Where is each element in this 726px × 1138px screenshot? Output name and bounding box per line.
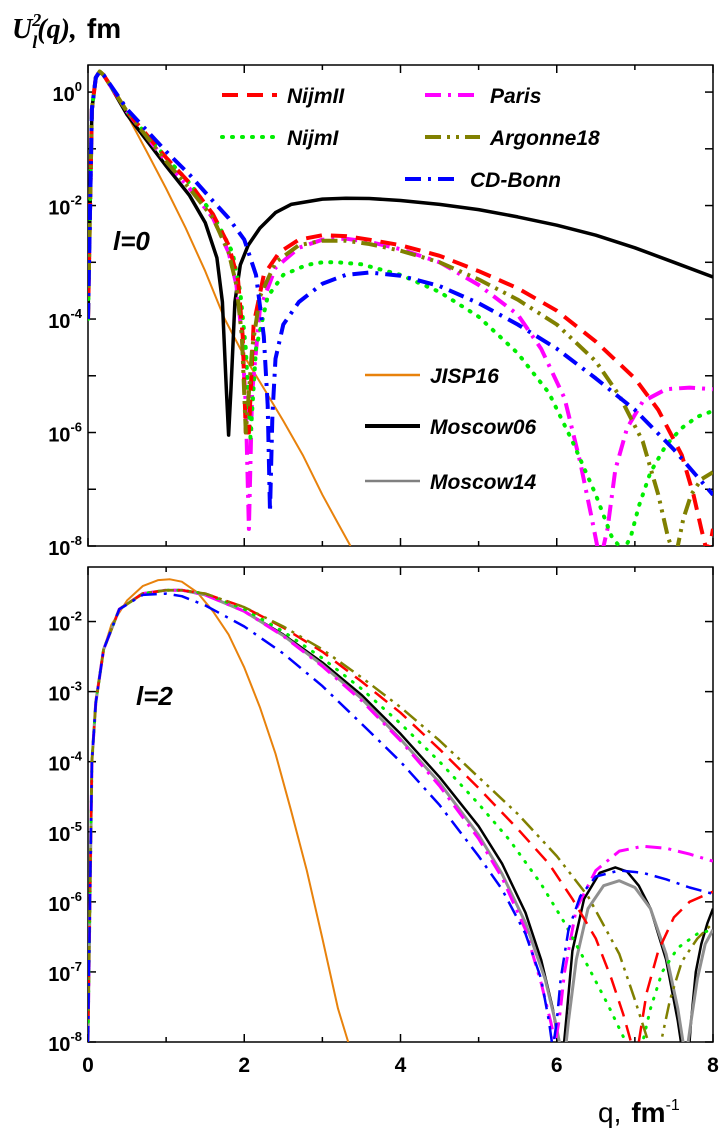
series-nijmi-line (88, 588, 713, 1042)
y-tick-label: 100 (53, 79, 82, 106)
y-tick-label: 10-7 (48, 959, 82, 986)
y-tick-label: 10-8 (48, 1029, 82, 1056)
series-nijmii-line (88, 69, 713, 546)
x-tick-label: 2 (238, 1054, 250, 1077)
series-paris-line (88, 69, 713, 546)
series-nijmi-line (88, 69, 713, 546)
plot-frame-l2 (87, 566, 714, 1043)
series-cd-bonn-line (88, 592, 713, 1042)
legend-item-jisp16: JISP16 (365, 365, 499, 388)
y-tick-label: 10-3 (48, 679, 82, 706)
x-tick-label: 8 (707, 1054, 719, 1077)
legend-item-paris: Paris (425, 85, 541, 108)
y-tick-label: 10-4 (48, 306, 83, 333)
series-moscow06-line (88, 69, 713, 437)
x-tick-label: 6 (551, 1054, 563, 1077)
y-tick-label: 10-6 (48, 889, 82, 916)
panel-label-l0: l=0 (113, 226, 150, 256)
x-tick-label: 4 (395, 1054, 407, 1077)
legend-label: Moscow06 (430, 416, 537, 439)
y-tick-label: 10-4 (48, 749, 83, 776)
legend-label: Argonne18 (489, 127, 600, 150)
y-tick-label: 10-2 (48, 609, 82, 636)
series-paris-line (88, 588, 713, 1042)
legend-item-nijmi: NijmI (220, 127, 340, 150)
plot-frame-l0 (87, 64, 714, 547)
legend-item-cd-bonn: CD-Bonn (405, 169, 561, 192)
legend-item-moscow06: Moscow06 (365, 416, 537, 439)
y-axis-label: U2 l(q), fm (12, 10, 121, 52)
panel-label-l2: l=2 (136, 681, 173, 711)
legend-item-nijmii: NijmII (222, 85, 345, 108)
y-tick-label: 10-2 (48, 193, 82, 220)
legend-label: Moscow14 (430, 471, 537, 494)
series-moscow14-line (88, 588, 713, 1042)
legend-label: CD-Bonn (470, 169, 561, 192)
y-tick-label: 10-8 (48, 533, 82, 560)
series-cd-bonn-line (88, 69, 713, 514)
series-nijmii-line (88, 588, 713, 1042)
series-argonne18-line (88, 588, 713, 1042)
legend-item-moscow14: Moscow14 (365, 471, 537, 494)
legend-item-argonne18: Argonne18 (425, 127, 600, 150)
y-tick-label: 10-6 (48, 420, 82, 447)
legend-label: NijmI (287, 127, 340, 150)
legend-label: NijmII (287, 85, 345, 108)
panel-l0: 100 10-2 10-4 10-6 10-8 NijmII Paris NijmI Argo… (48, 64, 714, 560)
legend-label: Paris (490, 85, 541, 108)
series-moscow06-line (88, 588, 713, 1042)
legend-label: JISP16 (430, 365, 499, 388)
series-jisp16-line (88, 578, 350, 1042)
x-tick-label: 0 (82, 1054, 94, 1077)
y-tick-label: 10-5 (48, 819, 82, 846)
x-axis-label: q, fm-1 (598, 1097, 680, 1128)
panel-l2: 10-2 10-3 10-4 10-5 10-6 10-7 10-80 2 4 6 8 l=2 (48, 566, 719, 1077)
series-argonne18-line (88, 69, 713, 546)
